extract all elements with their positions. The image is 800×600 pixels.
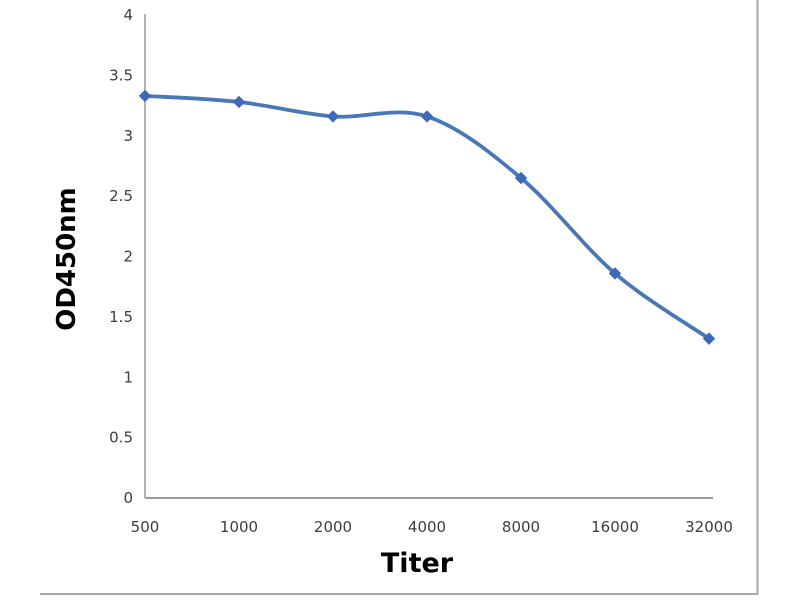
- x-tick-label: 8000: [502, 518, 540, 536]
- y-axis-title: OD450nm: [52, 187, 82, 331]
- data-point-marker: [514, 171, 528, 185]
- y-tick-label: 3: [123, 127, 133, 145]
- data-point-marker: [608, 267, 622, 280]
- x-tick-label: 32000: [685, 518, 733, 536]
- y-tick-label: 3.5: [109, 66, 133, 84]
- x-tick-label: 2000: [314, 518, 352, 536]
- data-point-marker: [702, 332, 716, 345]
- x-tick-label: 500: [131, 518, 160, 536]
- data-point-marker: [420, 110, 434, 123]
- y-tick-label: 1.5: [109, 308, 133, 326]
- x-tick-label: 4000: [408, 518, 446, 536]
- y-tick-label: 2.5: [109, 187, 133, 205]
- x-tick-label: 1000: [220, 518, 258, 536]
- y-tick-label: 2: [123, 248, 133, 266]
- x-tick-label: 16000: [591, 518, 639, 536]
- x-axis-title: Titer: [380, 548, 454, 579]
- data-point-marker: [138, 89, 152, 103]
- y-tick-label: 0: [123, 489, 133, 507]
- data-point-marker: [232, 95, 246, 109]
- y-tick-label: 4: [123, 6, 133, 24]
- y-tick-label: 0.5: [109, 429, 133, 447]
- data-point-marker: [326, 110, 340, 123]
- series-line: [143, 94, 711, 341]
- y-tick-label: 1: [123, 368, 133, 386]
